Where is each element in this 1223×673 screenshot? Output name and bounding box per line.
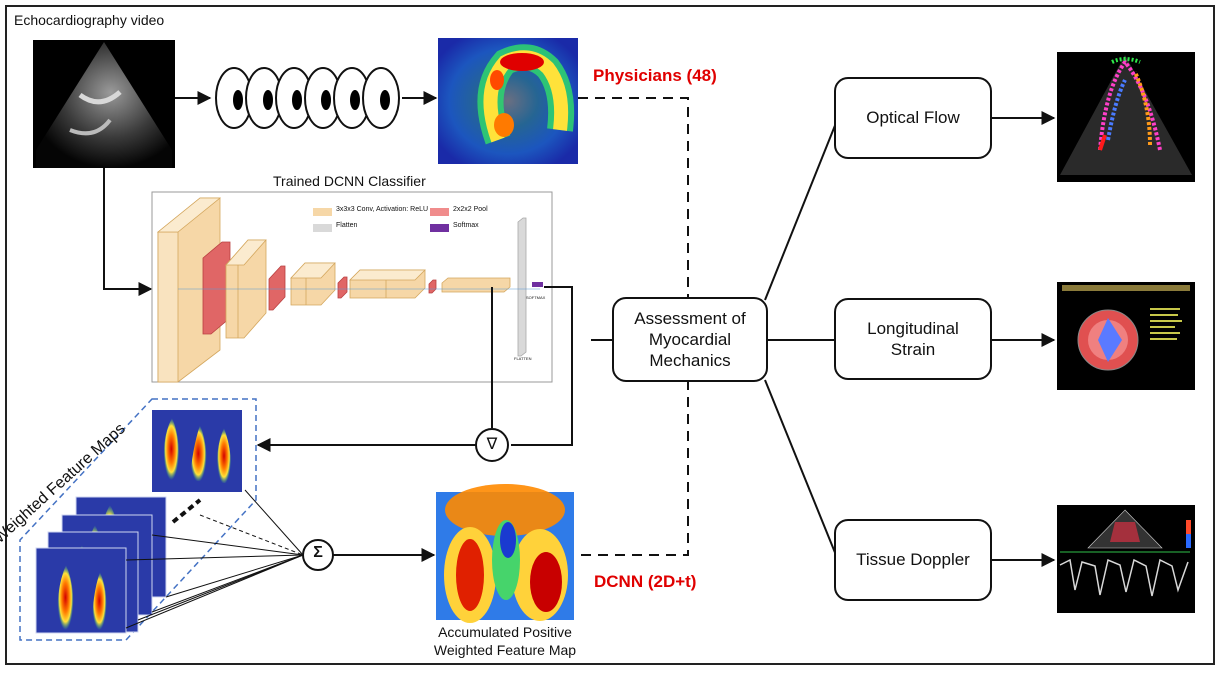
flatten-layer-label: FLATTEN [514,356,532,361]
legend-pool-label: 2x2x2 Pool [453,206,488,213]
longitudinal-strain-box: Longitudinal Strain [834,298,992,380]
assessment-line1: Assessment of [634,308,746,328]
assessment-line2: Myocardial [648,329,732,349]
tissue-doppler-label: Tissue Doppler [856,550,970,570]
weighted-map-top [152,410,242,492]
dcnn-dashed-connector [575,380,689,556]
legend-conv-label: 3x3x3 Conv, Activation: ReLU [336,206,429,213]
longitudinal-strain-thumbnail [1057,282,1195,390]
dcnn-label: DCNN (2D+t) [594,572,697,591]
eye-sequence [215,67,400,129]
strain-label-line1: Longitudinal [867,318,959,338]
accumulated-label-line2: Weighted Feature Map [433,642,577,658]
physician-dashed-connector [578,97,689,300]
weighted-maps-dashed-box [19,398,257,641]
arrow-to-classifier [103,168,153,296]
assessment-line3: Mechanics [649,351,731,371]
to-tissue-doppler [764,379,839,561]
gradient-symbol: ∇ [486,436,498,453]
optical-flow-thumbnail [1057,52,1195,182]
optical-flow-box: Optical Flow [834,77,992,159]
optical-flow-label: Optical Flow [866,108,960,128]
accumulated-label-line1: Accumulated Positive [438,624,572,640]
echo-video-thumbnail [33,40,175,168]
tissue-doppler-thumbnail [1057,505,1195,613]
input-video-title: Echocardiography video [14,12,165,28]
legend-pool-swatch [430,208,449,216]
legend-flatten-swatch [313,224,332,232]
legend-flatten-label: Flatten [336,222,358,229]
outer-frame [5,5,1215,665]
sum-input-lines [125,489,304,629]
physician-heatmap [438,38,578,164]
legend-softmax-swatch [430,224,449,232]
to-optical-flow [764,117,839,301]
legend-softmax-label: Softmax [453,222,479,229]
classifier-output-line [511,286,573,446]
softmax-layer-label: SOFTMAX [526,295,546,300]
assessment-box: Assessment of Myocardial Mechanics [612,297,768,382]
eye-pupils [233,90,390,110]
ellipsis-dash [171,498,202,524]
classifier-title: Trained DCNN Classifier [273,173,426,189]
tissue-doppler-box: Tissue Doppler [834,519,992,601]
weighted-map-stack [35,496,167,634]
classifier-panel [151,191,553,383]
sum-symbol: Σ [313,544,323,561]
strain-label-line2: Strain [890,340,936,359]
accumulated-heatmap [436,484,574,623]
legend-conv-swatch [313,208,332,216]
physicians-label: Physicians (48) [593,66,717,85]
